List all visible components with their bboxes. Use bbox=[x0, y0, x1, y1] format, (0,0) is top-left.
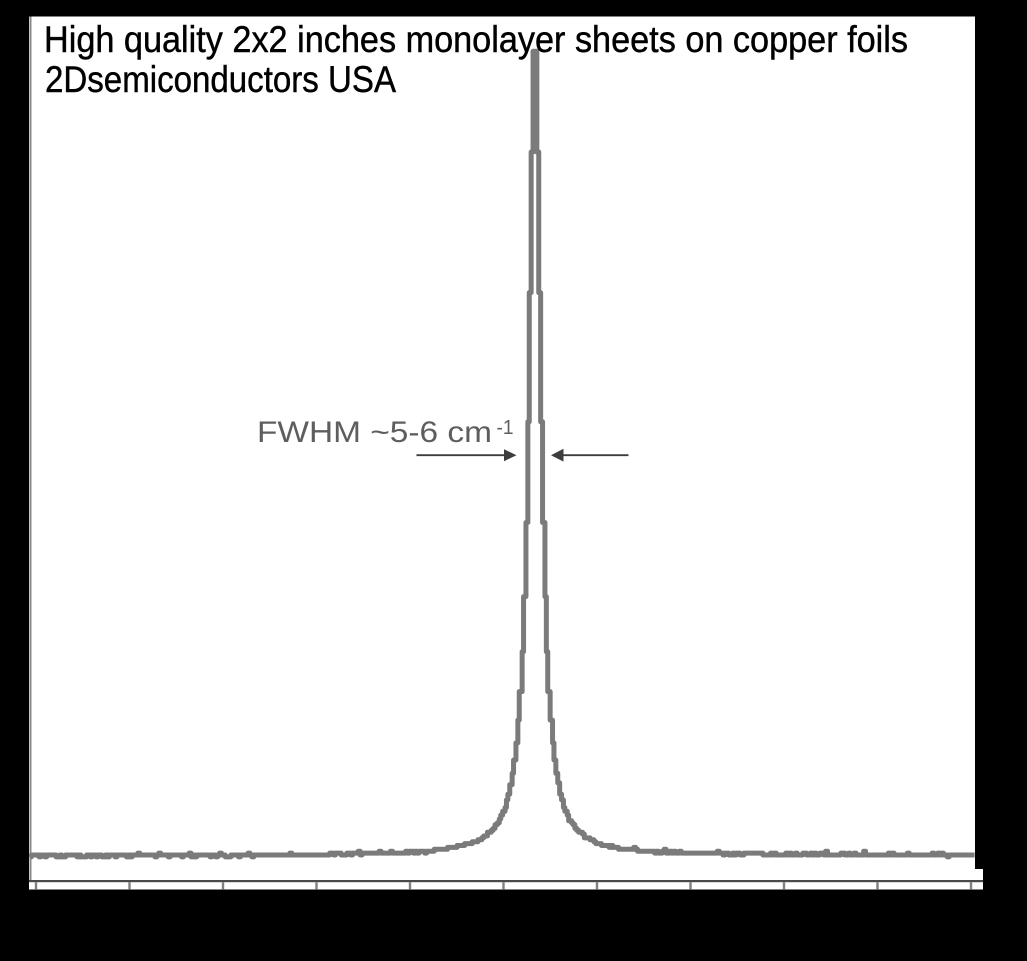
svg-text:2Dsemiconductors USA: 2Dsemiconductors USA bbox=[45, 58, 396, 100]
svg-text:FWHM ~5-6 cm: FWHM ~5-6 cm bbox=[257, 416, 492, 449]
svg-text:High quality 2x2 inches monola: High quality 2x2 inches monolayer sheets… bbox=[44, 18, 908, 60]
svg-text:-1: -1 bbox=[497, 417, 514, 439]
